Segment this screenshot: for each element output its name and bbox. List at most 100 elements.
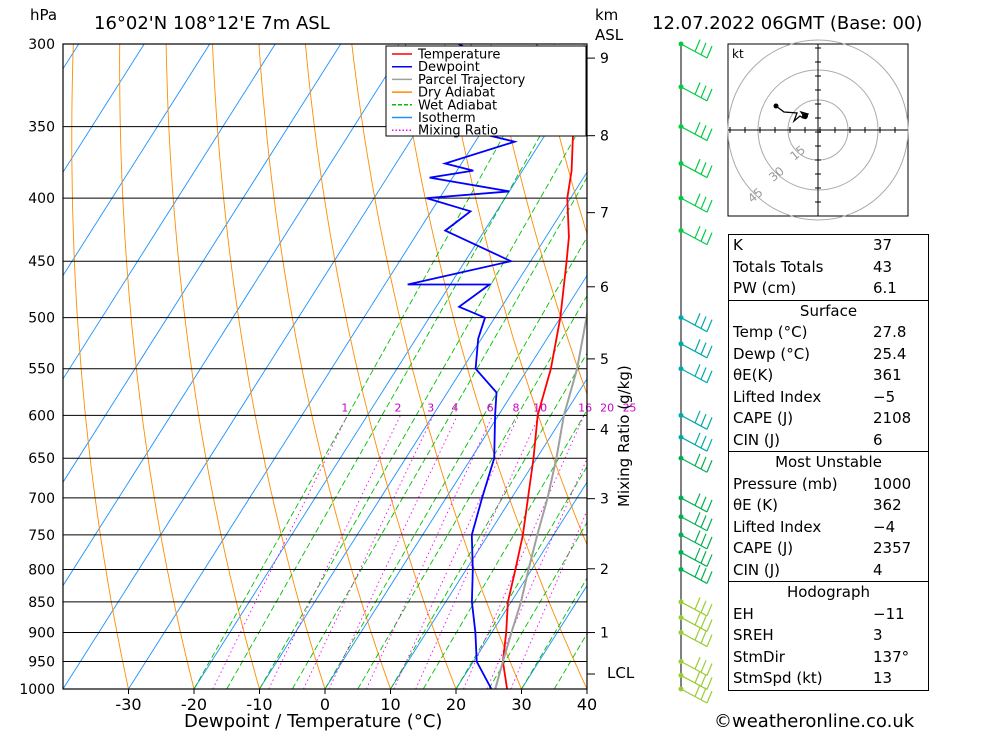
mixing-ratio-line — [268, 415, 401, 689]
legend-box — [385, 45, 587, 137]
barb-feather — [706, 319, 713, 332]
barb-feather — [700, 551, 707, 564]
barb-feather — [694, 684, 701, 697]
hodograph-table-title: Hodograph — [729, 581, 928, 604]
barb-feather — [706, 554, 713, 567]
mu-row: CAPE (J) 2357 — [729, 538, 928, 560]
x-tick-label: 30 — [511, 695, 531, 714]
mixing-ratio-label: 20 — [600, 401, 614, 414]
barb-feather — [706, 603, 713, 617]
barb-feather — [694, 121, 701, 135]
isotherm-line — [63, 44, 211, 277]
mixing-ratio-line — [303, 415, 434, 689]
barb-staff — [680, 343, 708, 359]
datetime-title: 12.07.2022 06GMT (Base: 00) — [652, 13, 922, 34]
dry-adiabat-line — [165, 44, 260, 689]
mixing-ratio-label: 4 — [451, 401, 458, 414]
barb-staff — [680, 632, 708, 648]
barb-feather — [700, 674, 707, 687]
barb-feather — [694, 410, 701, 424]
surface-value: 6 — [873, 430, 883, 449]
barb-point — [678, 124, 684, 130]
isotherm-line — [324, 274, 587, 689]
pressure-tick-label: 900 — [28, 626, 55, 642]
barb-feather — [694, 225, 701, 239]
barb-feather — [700, 600, 707, 613]
surface-value: 25.4 — [873, 344, 907, 363]
legend-label: Dry Adiabat — [418, 86, 495, 101]
dry-adiabat-line — [258, 44, 391, 689]
mixing-ratio-label: 10 — [533, 401, 547, 414]
hodo-value: 13 — [873, 669, 893, 687]
surface-value: −5 — [873, 387, 896, 406]
surface-label: CIN (J) — [733, 430, 781, 449]
surface-value: 27.8 — [873, 323, 907, 341]
surface-value: 361 — [873, 366, 902, 384]
barb-staff — [680, 551, 708, 567]
mixing-ratio-line — [212, 415, 348, 689]
mixing-ratio-label: 6 — [487, 401, 494, 414]
barb-feather — [706, 128, 713, 141]
barb-staff — [680, 436, 708, 452]
barb-feather — [700, 533, 707, 546]
barb-feather — [706, 619, 713, 632]
surface-title: Surface — [729, 299, 928, 323]
km-tick-label: 9 — [600, 51, 609, 67]
dry-adiabat-line — [537, 44, 587, 236]
barb-staff — [680, 317, 708, 333]
credit-link[interactable]: ©weatheronline.co.uk — [714, 711, 915, 732]
wet-adiabat-line — [488, 521, 587, 689]
barb-feather — [706, 232, 713, 245]
barb-staff — [680, 43, 708, 59]
barb-feather — [700, 162, 707, 175]
surface-value: 2108 — [873, 409, 912, 427]
hodograph-trace — [775, 105, 810, 124]
legend-label: Parcel Trajectory — [418, 73, 526, 88]
pressure-tick-label: 800 — [28, 562, 55, 578]
barb-staff — [680, 368, 708, 384]
barb-staff — [680, 197, 708, 213]
index-value: 37 — [873, 236, 893, 254]
mixing-ratio-line — [393, 415, 520, 689]
x-tick-label: -30 — [115, 695, 141, 714]
location-title: 16°02'N 108°12'E 7m ASL — [94, 13, 330, 34]
barb-feather — [700, 435, 707, 449]
legend-label: Dewpoint — [418, 60, 480, 75]
index-label: Totals Totals — [733, 257, 824, 276]
barb-feather — [700, 660, 707, 673]
barb-feather — [694, 339, 701, 352]
barb-feather — [694, 656, 701, 670]
dry-adiabat-line — [490, 44, 587, 396]
legend-label: Temperature — [417, 48, 500, 63]
mu-label: Pressure (mb) — [733, 474, 838, 493]
series-parcel-trajectory-line — [494, 308, 587, 689]
barb-feather — [706, 634, 713, 647]
hodo-label: StmSpd (kt) — [733, 669, 823, 687]
surface-row: CAPE (J) 2108 — [729, 408, 928, 430]
barb-feather — [700, 413, 707, 427]
barb-feather — [694, 158, 701, 172]
lcl-label: LCL — [607, 664, 635, 682]
series-temperature-line — [501, 126, 575, 689]
barb-feather — [706, 690, 713, 704]
barb-feather — [700, 687, 707, 701]
barb-feather — [706, 165, 713, 178]
x-axis-title: Dewpoint / Temperature (°C) — [184, 711, 442, 732]
hodo-value: −11 — [873, 604, 905, 623]
mu-value: −4 — [873, 517, 896, 536]
barb-feather — [706, 417, 713, 430]
barb-feather — [706, 536, 713, 550]
wet-adiabat-line — [390, 352, 587, 689]
index-row: PW (cm) 6.1 — [729, 278, 928, 300]
mu-row: Lifted Index −4 — [729, 517, 928, 539]
barb-staff — [680, 660, 708, 677]
wind-barbs — [678, 39, 713, 704]
wet-adiabat-line — [521, 577, 587, 689]
most-unstable-title: Most Unstable — [729, 451, 928, 474]
index-row: K 37 — [729, 235, 928, 257]
pressure-tick-label: 950 — [28, 655, 55, 671]
barb-feather — [706, 459, 713, 473]
isotherm-line — [193, 67, 587, 689]
